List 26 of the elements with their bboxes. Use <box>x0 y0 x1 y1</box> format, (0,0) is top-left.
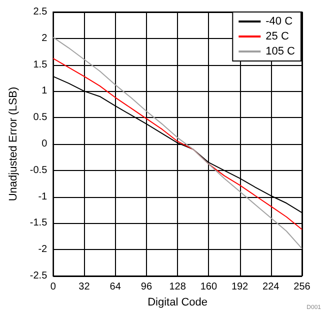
legend-label: 105 C <box>266 46 296 58</box>
y-tick-label: 0 <box>42 138 48 150</box>
x-tick-label: 0 <box>50 282 56 292</box>
y-tick-label: 2 <box>42 32 48 44</box>
y-tick-label: 1.5 <box>33 59 48 70</box>
x-tick-label: 224 <box>262 282 280 292</box>
y-tick-label: -2.5 <box>30 270 48 282</box>
legend-label: -40 C <box>266 16 293 28</box>
y-tick-label: -0.5 <box>30 164 48 176</box>
y-tick-label: 1 <box>42 86 48 97</box>
line-series <box>52 58 302 230</box>
x-tick-label: 192 <box>231 282 249 292</box>
x-axis-title: Digital Code <box>148 296 208 308</box>
y-tick-label: -2 <box>38 244 48 256</box>
x-tick-label: 256 <box>294 282 311 292</box>
x-tick-label: 128 <box>169 282 186 292</box>
y-tick-label: 2.5 <box>33 6 48 18</box>
y-axis-title: Unadjusted Error (LSB) <box>8 86 20 202</box>
x-tick-label: 160 <box>200 282 218 292</box>
y-tick-label: 0.5 <box>33 112 48 124</box>
legend-label: 25 C <box>266 30 289 42</box>
x-tick-label: 64 <box>110 282 122 292</box>
x-tick-label: 96 <box>140 282 152 292</box>
y-tick-label: -1.5 <box>30 218 48 229</box>
x-tick-label: 32 <box>78 282 90 292</box>
y-tick-label: -1 <box>38 191 48 202</box>
